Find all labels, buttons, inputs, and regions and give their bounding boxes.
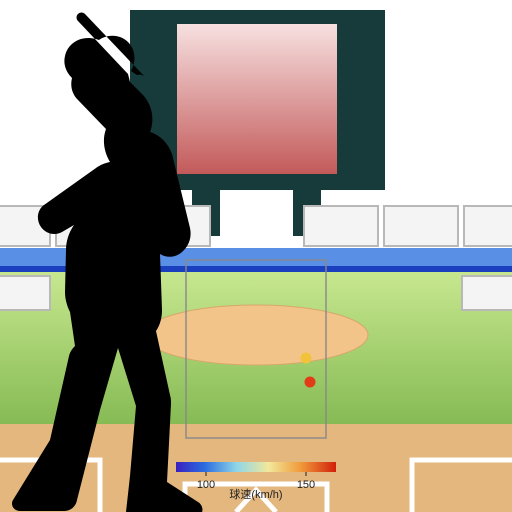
dugout-1 <box>462 276 512 310</box>
dugout-0 <box>0 276 50 310</box>
pitch-marker-1 <box>305 377 316 388</box>
speed-legend-bar <box>176 462 336 472</box>
pitch-location-chart: 100 150 球速(km/h) <box>0 0 512 512</box>
legend-axis-label: 球速(km/h) <box>229 487 282 501</box>
stands-block-5 <box>464 206 512 246</box>
infield-dirt-ellipse <box>144 305 368 365</box>
stands-block-4 <box>384 206 458 246</box>
scoreboard-panel <box>177 24 337 174</box>
legend-tick-label-0: 100 <box>197 479 215 491</box>
pitch-marker-0 <box>301 353 312 364</box>
legend-tick-label-1: 150 <box>297 479 315 491</box>
stands-block-3 <box>304 206 378 246</box>
